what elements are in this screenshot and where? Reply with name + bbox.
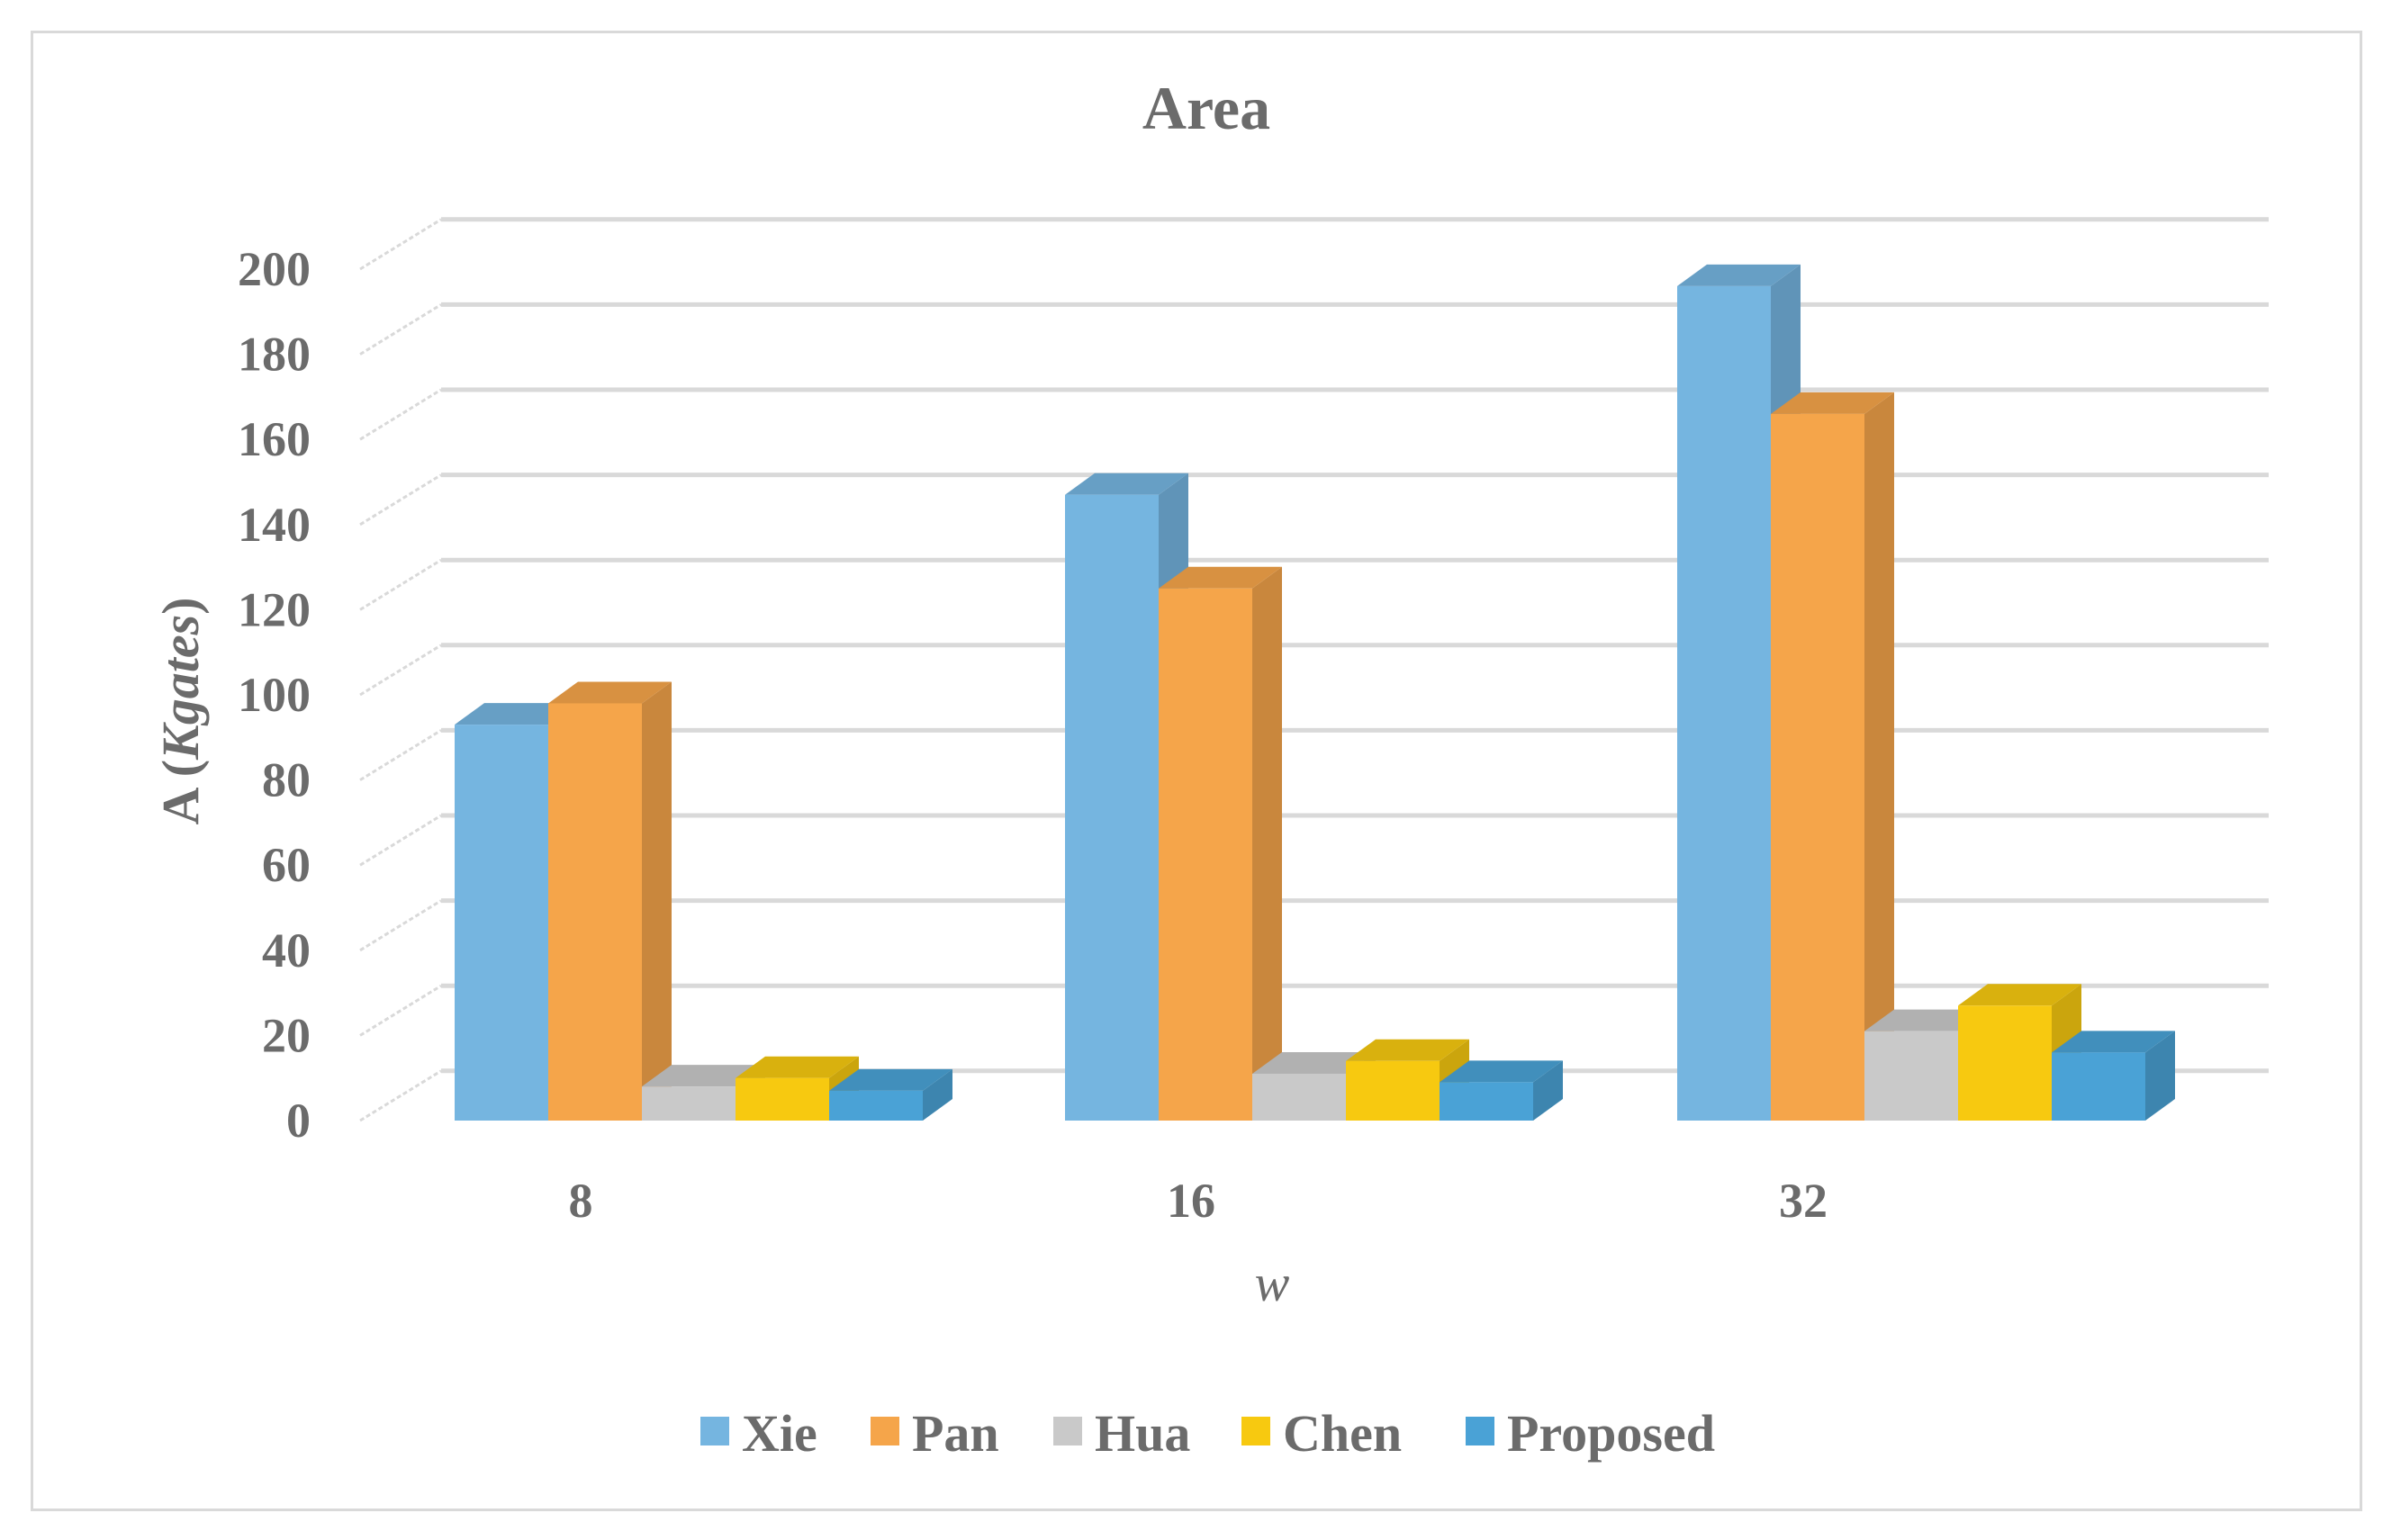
y-tick-labels: 0 20 40 60 80 100 120 140 160 180 200: [238, 242, 311, 1148]
y-tick-label: 200: [238, 242, 311, 296]
gridline-side: [359, 218, 442, 271]
bar-side: [2145, 1031, 2175, 1121]
bar-top: [1864, 1009, 1988, 1031]
legend-label: Hua: [1095, 1404, 1190, 1463]
bar-side: [642, 681, 672, 1121]
gridline-side: [359, 644, 442, 697]
x-tick-label: 32: [1779, 1174, 1828, 1228]
bar-top: [736, 1056, 859, 1078]
y-tick-label: 160: [238, 412, 311, 466]
bar-top: [829, 1068, 952, 1091]
bar-top: [455, 703, 578, 725]
bar-proposed-8: [829, 1068, 952, 1121]
bar-front: [455, 725, 548, 1121]
y-tick-label: 140: [238, 498, 311, 552]
y-tick-label: 0: [286, 1094, 311, 1148]
bar-front: [642, 1086, 736, 1121]
x-tick-label: 8: [569, 1174, 593, 1228]
legend-swatch: [700, 1417, 729, 1445]
bar-top: [1677, 264, 1801, 286]
gridline-side: [359, 814, 442, 867]
gridline-side: [359, 1069, 442, 1122]
y-tick-label: 180: [238, 328, 311, 382]
bar-top: [1252, 1051, 1376, 1074]
legend-label: Pan: [912, 1404, 999, 1463]
gridline-side: [359, 303, 442, 356]
bar-top: [1958, 984, 2081, 1006]
bar-pan-32: [1771, 392, 1894, 1121]
bar-side: [1533, 1060, 1563, 1121]
bar-proposed-16: [1440, 1060, 1563, 1121]
x-tick-label: 16: [1167, 1174, 1215, 1228]
bar-top: [1159, 566, 1282, 589]
legend-item-hua: Hua: [1053, 1404, 1190, 1463]
y-tick-label: 100: [238, 668, 311, 722]
bar-top: [2052, 1031, 2175, 1053]
legend-label: Proposed: [1507, 1404, 1715, 1463]
y-tick-label: 120: [238, 582, 311, 636]
y-axis-label-unit: Kgates: [151, 615, 210, 761]
chart-title: Area: [1142, 74, 1270, 142]
gridline-side: [359, 729, 442, 781]
y-axis-label-main: A (: [151, 760, 210, 825]
bar-front: [1159, 588, 1252, 1121]
gridline-side: [359, 388, 442, 441]
bar-side: [1252, 566, 1282, 1121]
legend-label: Xie: [742, 1404, 817, 1463]
bar-top: [1771, 392, 1894, 414]
bar-side: [1864, 392, 1894, 1121]
y-axis-label: A (Kgates): [151, 598, 210, 825]
legend: Xie Pan Hua Chen Proposed: [700, 1404, 1715, 1463]
gridline-side: [359, 984, 442, 1037]
x-axis-label: w: [1255, 1254, 1290, 1312]
bar-top: [642, 1065, 765, 1087]
y-tick-label: 40: [262, 923, 311, 977]
bar-front: [1065, 494, 1159, 1121]
y-tick-label: 20: [262, 1008, 311, 1062]
bar-top: [1440, 1060, 1563, 1083]
bar-side: [923, 1068, 952, 1121]
legend-swatch: [1241, 1417, 1270, 1445]
bar-pan-16: [1159, 566, 1282, 1121]
legend-item-chen: Chen: [1241, 1404, 1402, 1463]
legend-label: Chen: [1283, 1404, 1402, 1463]
bar-front: [1346, 1060, 1440, 1121]
bar-front: [1958, 1005, 2052, 1121]
bar-front: [1864, 1031, 1958, 1121]
bar-front: [2052, 1052, 2145, 1121]
gridline-side: [359, 558, 442, 611]
bar-front: [548, 703, 642, 1121]
bar-top: [1346, 1039, 1469, 1061]
y-tick-label: 60: [262, 838, 311, 892]
bar-top: [1065, 473, 1188, 495]
bar-front: [829, 1090, 923, 1121]
legend-swatch: [871, 1417, 899, 1445]
legend-swatch: [1466, 1417, 1494, 1445]
bar-proposed-32: [2052, 1031, 2175, 1121]
legend-item-proposed: Proposed: [1466, 1404, 1715, 1463]
bars: [455, 264, 2175, 1121]
legend-item-xie: Xie: [700, 1404, 817, 1463]
bar-pan-8: [548, 681, 672, 1121]
bar-front: [1677, 285, 1771, 1121]
bar-front: [1771, 413, 1864, 1121]
bar-front: [1252, 1073, 1346, 1121]
bar-top: [548, 681, 672, 704]
legend-swatch: [1053, 1417, 1082, 1445]
legend-item-pan: Pan: [871, 1404, 999, 1463]
y-tick-label: 80: [262, 753, 311, 807]
x-tick-labels: 8 16 32: [569, 1174, 1828, 1228]
y-axis-label-close: ): [151, 598, 210, 615]
bar-front: [736, 1077, 829, 1121]
bar-front: [1440, 1082, 1533, 1121]
gridline-side: [359, 473, 442, 527]
gridline-side: [359, 899, 442, 952]
